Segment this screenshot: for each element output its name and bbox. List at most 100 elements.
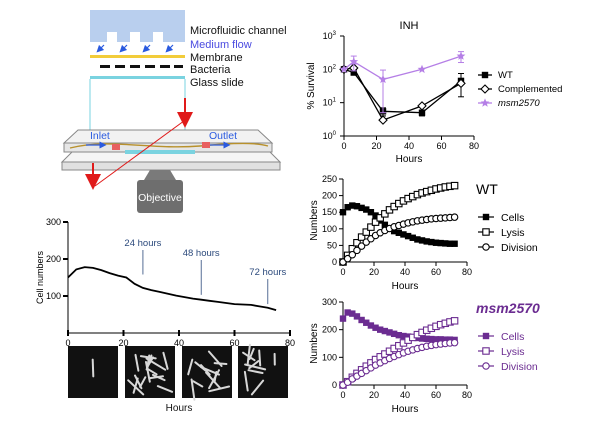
cell-rod [156, 385, 174, 393]
x-tick-label: 80 [469, 141, 479, 151]
legend-label: Division [501, 242, 538, 254]
x-tick-label: 40 [400, 390, 410, 400]
legend-marker [482, 347, 490, 355]
data-point [418, 335, 426, 342]
y-tick-label: 100 [322, 224, 337, 234]
cell-rod [148, 375, 164, 380]
data-point [442, 240, 449, 247]
data-point [363, 319, 370, 326]
x-axis-label: Hours [392, 404, 419, 415]
label-objective: Objective [138, 192, 182, 204]
data-point [456, 78, 466, 89]
data-point [437, 336, 444, 343]
cell-rod [162, 351, 169, 370]
bacteria-layer [100, 65, 183, 68]
series-0 [340, 66, 465, 117]
thumbnail-cells [91, 343, 276, 401]
cell-rod [134, 353, 140, 372]
data-point [390, 330, 398, 338]
legend-marker [482, 362, 490, 370]
data-point [372, 324, 379, 331]
data-point [400, 332, 407, 340]
cell-rod [200, 366, 220, 376]
series-2 [339, 338, 459, 389]
series-2 [339, 213, 459, 266]
data-point [450, 317, 459, 325]
y-tick-label: 103 [323, 31, 337, 41]
data-point [381, 210, 389, 218]
y-tick-label: 0 [332, 257, 337, 267]
data-point [417, 101, 427, 111]
data-point [378, 74, 388, 84]
cell-rod [145, 361, 151, 383]
cell-rod [208, 385, 231, 393]
data-point [378, 115, 388, 125]
inh-survival-chart: INH 100 101 102 103 0 20 40 60 80 Hours % Survival W… [306, 20, 562, 165]
chart-title: WT [476, 181, 498, 197]
legend-marker [481, 71, 489, 79]
msm2570-dynamics-chart: 0 100 200 300 0 20 40 60 80 Hours Numbers msm2570 Ce… [309, 297, 540, 415]
x-tick-label: 60 [431, 390, 441, 400]
series-1 [339, 181, 459, 266]
cell-rod [250, 379, 265, 396]
y-axis-label: Numbers [309, 200, 320, 241]
data-point [450, 338, 459, 347]
series-1 [339, 63, 466, 125]
cell-rod [146, 367, 158, 376]
cell-rod [190, 378, 196, 401]
x-tick-label: 60 [229, 338, 239, 348]
data-point [349, 57, 359, 66]
x-tick-label: 0 [340, 390, 345, 400]
data-point [377, 326, 384, 333]
y-tick-label: 101 [323, 98, 337, 108]
cell-rod [243, 370, 249, 392]
series-line [343, 55, 462, 81]
y-axis-label: Numbers [309, 323, 320, 364]
label-inlet: Inlet [90, 130, 110, 142]
data-point [344, 309, 351, 316]
data-point [414, 236, 421, 243]
data-point [428, 335, 435, 343]
x-tick-label: 20 [369, 390, 379, 400]
data-point [357, 233, 366, 241]
data-point [381, 221, 389, 229]
data-point [409, 234, 416, 241]
chart-title: INH [400, 20, 419, 32]
x-axis-label: Hours [396, 154, 423, 165]
microfluidic-schematic: Microfluidic channel Medium flow Membran… [60, 10, 287, 213]
data-point [372, 212, 379, 219]
data-point [339, 315, 347, 322]
cell-numbers-chart: 100 200 300 0 20 40 60 80 Cell numbers 24 hours 48… [35, 217, 295, 348]
data-point [353, 313, 361, 320]
legend-marker [482, 228, 490, 236]
data-point [390, 227, 398, 235]
data-point [339, 64, 349, 74]
data-point [349, 310, 356, 317]
data-point [437, 239, 444, 247]
legend-label: Cells [501, 212, 524, 224]
data-point [432, 239, 440, 246]
label-glass: Glass slide [190, 77, 244, 89]
data-point [423, 238, 430, 245]
series-0 [339, 202, 458, 247]
glass-layer [90, 76, 185, 79]
y-tick-label: 102 [323, 64, 337, 74]
legend-label: Cells [501, 331, 524, 343]
data-point [367, 322, 375, 329]
cell-rod [242, 351, 256, 362]
y-tick-label: 250 [322, 174, 337, 184]
series-2 [339, 51, 466, 114]
x-tick-label: 60 [431, 267, 441, 277]
data-point [418, 109, 426, 116]
data-point [418, 237, 426, 244]
x-tick-label: 40 [174, 338, 184, 348]
data-point [353, 203, 361, 210]
wt-dynamics-chart: 0 50 100 150 200 250 0 20 40 60 80 Hours Numbers WT Ce… [309, 174, 538, 292]
cell-rod [244, 363, 267, 371]
data-point [450, 181, 459, 190]
annotation-label: 48 hours [183, 248, 220, 259]
legend-label: Lysis [501, 346, 525, 358]
y-axis-label: Cell numbers [35, 250, 45, 304]
data-point [446, 240, 454, 247]
data-point [376, 214, 384, 222]
